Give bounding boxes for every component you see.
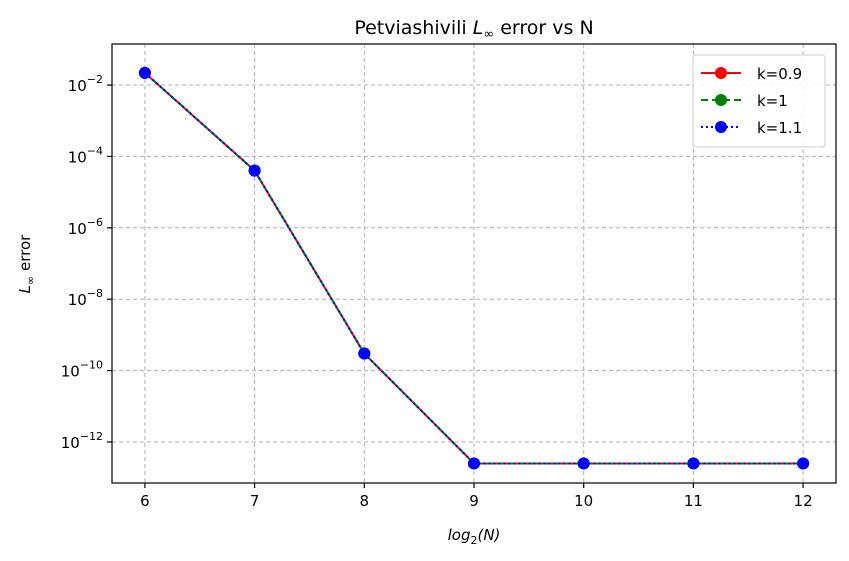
x-axis-ticks: 6 7 8 9 10 11 12 (140, 483, 813, 510)
x-tick-label: 6 (140, 492, 150, 510)
y-tick-label: 10−8 (68, 287, 103, 309)
y-tick-label: 10−12 (61, 430, 103, 452)
y-axis-ticks: 10−2 10−4 10−6 10−8 10−10 10−12 (61, 73, 112, 452)
data-point (248, 164, 261, 177)
y-axis-label: L∞ error (16, 234, 37, 293)
legend-marker (715, 94, 727, 106)
data-point (687, 457, 700, 470)
legend-label: k=1 (757, 92, 788, 110)
x-tick-label: 7 (250, 492, 260, 510)
y-tick-label: 10−2 (68, 73, 103, 95)
legend-entry: k=1 (701, 92, 788, 110)
x-tick-label: 12 (794, 492, 813, 510)
series-k=1.1 (138, 66, 810, 470)
chart-title: Petviashivili L∞ error vs N (354, 17, 593, 42)
data-point (358, 347, 371, 360)
legend-label: k=0.9 (757, 65, 802, 83)
series-layer (138, 66, 810, 470)
legend-entry: k=1.1 (701, 119, 802, 137)
x-tick-label: 9 (469, 492, 479, 510)
legend-entry: k=0.9 (701, 65, 802, 83)
y-tick-label: 10−4 (68, 144, 103, 166)
y-tick-label: 10−6 (68, 216, 103, 238)
x-axis-label: log2(N) (448, 526, 501, 547)
x-tick-label: 8 (360, 492, 370, 510)
legend-marker (715, 121, 727, 133)
data-point (797, 457, 810, 470)
data-point (468, 457, 480, 470)
x-tick-label: 11 (684, 492, 703, 510)
data-point (138, 66, 151, 79)
legend-marker (715, 67, 727, 79)
legend: k=0.9 k=1 k=1.1 (692, 54, 826, 148)
x-tick-label: 10 (574, 492, 593, 510)
y-tick-label: 10−10 (61, 359, 103, 381)
legend-label: k=1.1 (757, 119, 802, 137)
data-point (577, 457, 590, 470)
